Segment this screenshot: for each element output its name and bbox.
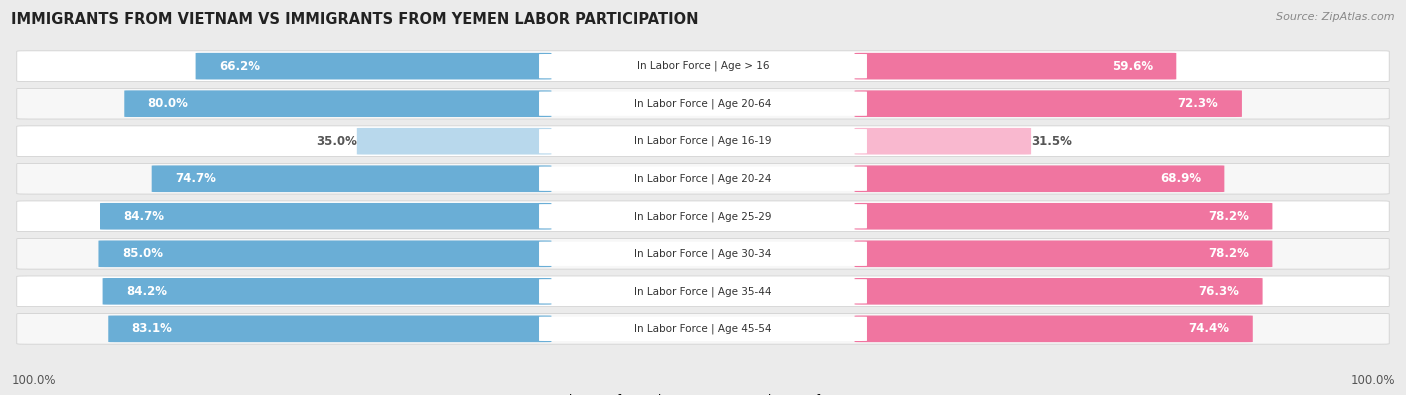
FancyBboxPatch shape	[855, 241, 1272, 267]
FancyBboxPatch shape	[103, 278, 551, 305]
FancyBboxPatch shape	[17, 88, 1389, 119]
Text: 74.7%: 74.7%	[176, 172, 217, 185]
FancyBboxPatch shape	[17, 126, 1389, 156]
Text: 78.2%: 78.2%	[1208, 247, 1249, 260]
Text: In Labor Force | Age 35-44: In Labor Force | Age 35-44	[634, 286, 772, 297]
FancyBboxPatch shape	[152, 166, 551, 192]
FancyBboxPatch shape	[855, 166, 1225, 192]
Text: In Labor Force | Age 16-19: In Labor Force | Age 16-19	[634, 136, 772, 147]
Text: 78.2%: 78.2%	[1208, 210, 1249, 223]
FancyBboxPatch shape	[855, 53, 1177, 79]
Text: In Labor Force | Age 20-64: In Labor Force | Age 20-64	[634, 98, 772, 109]
FancyBboxPatch shape	[98, 241, 551, 267]
FancyBboxPatch shape	[538, 317, 868, 341]
FancyBboxPatch shape	[855, 278, 1263, 305]
FancyBboxPatch shape	[108, 316, 551, 342]
FancyBboxPatch shape	[17, 164, 1389, 194]
FancyBboxPatch shape	[17, 276, 1389, 307]
Text: 84.7%: 84.7%	[124, 210, 165, 223]
FancyBboxPatch shape	[855, 90, 1241, 117]
FancyBboxPatch shape	[195, 53, 551, 79]
FancyBboxPatch shape	[100, 203, 551, 229]
FancyBboxPatch shape	[538, 92, 868, 116]
Text: In Labor Force | Age > 16: In Labor Force | Age > 16	[637, 61, 769, 71]
Text: 66.2%: 66.2%	[219, 60, 260, 73]
FancyBboxPatch shape	[538, 204, 868, 228]
FancyBboxPatch shape	[538, 129, 868, 153]
FancyBboxPatch shape	[17, 239, 1389, 269]
Legend: Immigrants from Vietnam, Immigrants from Yemen: Immigrants from Vietnam, Immigrants from…	[516, 394, 890, 395]
Text: In Labor Force | Age 25-29: In Labor Force | Age 25-29	[634, 211, 772, 222]
Text: 80.0%: 80.0%	[148, 97, 188, 110]
Text: 31.5%: 31.5%	[1031, 135, 1071, 148]
Text: 74.4%: 74.4%	[1188, 322, 1229, 335]
FancyBboxPatch shape	[124, 90, 551, 117]
FancyBboxPatch shape	[538, 242, 868, 266]
FancyBboxPatch shape	[855, 316, 1253, 342]
Text: 76.3%: 76.3%	[1198, 285, 1239, 298]
FancyBboxPatch shape	[17, 51, 1389, 81]
FancyBboxPatch shape	[538, 279, 868, 303]
Text: 100.0%: 100.0%	[11, 374, 56, 387]
Text: 85.0%: 85.0%	[122, 247, 163, 260]
Text: Source: ZipAtlas.com: Source: ZipAtlas.com	[1277, 12, 1395, 22]
FancyBboxPatch shape	[357, 128, 551, 154]
Text: 72.3%: 72.3%	[1178, 97, 1219, 110]
Text: IMMIGRANTS FROM VIETNAM VS IMMIGRANTS FROM YEMEN LABOR PARTICIPATION: IMMIGRANTS FROM VIETNAM VS IMMIGRANTS FR…	[11, 12, 699, 27]
Text: In Labor Force | Age 30-34: In Labor Force | Age 30-34	[634, 248, 772, 259]
FancyBboxPatch shape	[855, 203, 1272, 229]
FancyBboxPatch shape	[538, 54, 868, 78]
Text: In Labor Force | Age 20-24: In Labor Force | Age 20-24	[634, 173, 772, 184]
FancyBboxPatch shape	[17, 314, 1389, 344]
Text: 83.1%: 83.1%	[132, 322, 173, 335]
Text: 100.0%: 100.0%	[1350, 374, 1395, 387]
Text: 35.0%: 35.0%	[316, 135, 357, 148]
FancyBboxPatch shape	[538, 167, 868, 191]
Text: 68.9%: 68.9%	[1160, 172, 1201, 185]
Text: 84.2%: 84.2%	[127, 285, 167, 298]
Text: In Labor Force | Age 45-54: In Labor Force | Age 45-54	[634, 324, 772, 334]
Text: 59.6%: 59.6%	[1112, 60, 1153, 73]
FancyBboxPatch shape	[17, 201, 1389, 231]
FancyBboxPatch shape	[855, 128, 1031, 154]
